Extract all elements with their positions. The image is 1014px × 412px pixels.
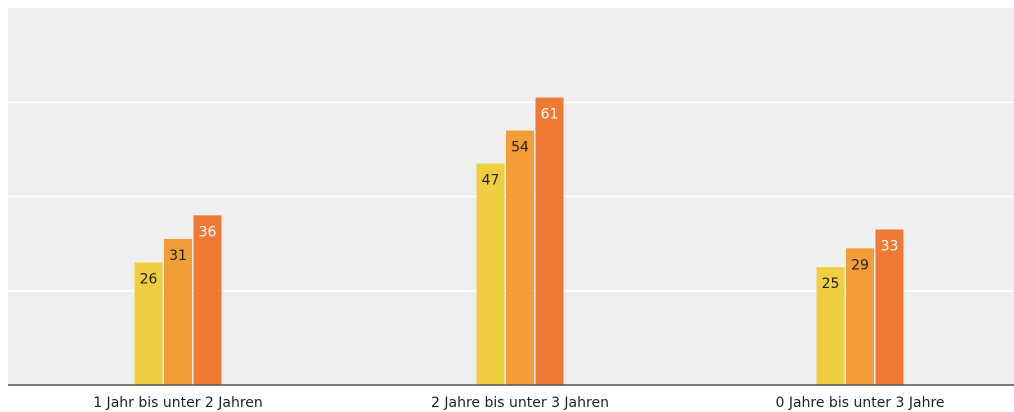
value-label: 61 xyxy=(541,107,559,123)
bar xyxy=(816,267,845,385)
bar xyxy=(164,238,192,385)
value-label: 29 xyxy=(851,257,869,273)
value-label: 26 xyxy=(140,271,158,287)
x-tick-label: 1 Jahr bis unter 2 Jahren xyxy=(93,395,263,411)
value-label: 47 xyxy=(482,173,500,189)
bar xyxy=(193,215,222,385)
bar xyxy=(134,262,163,385)
bar xyxy=(476,163,505,385)
bar xyxy=(875,229,904,385)
bar xyxy=(506,130,534,385)
value-label: 31 xyxy=(169,248,187,264)
x-tick-label: 2 Jahre bis unter 3 Jahren xyxy=(431,395,609,411)
bar xyxy=(846,248,874,385)
value-label: 33 xyxy=(881,238,899,254)
value-label: 25 xyxy=(822,276,840,292)
value-label: 54 xyxy=(511,140,529,156)
x-tick-label: 0 Jahre bis unter 3 Jahre xyxy=(775,395,944,411)
bar xyxy=(535,97,564,385)
value-label: 36 xyxy=(199,224,217,240)
